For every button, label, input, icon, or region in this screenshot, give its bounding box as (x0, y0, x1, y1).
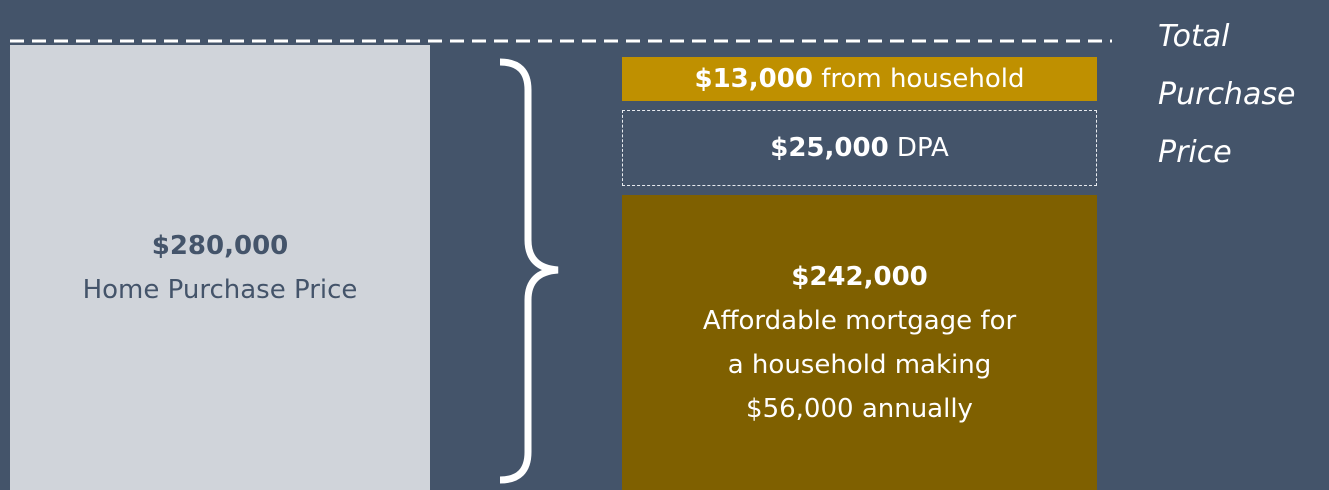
amount: $242,000 (791, 261, 928, 292)
mortgage-block: $242,000 Affordable mortgage for a house… (622, 195, 1097, 490)
side-label-line: Purchase (1158, 77, 1296, 112)
label: from household (821, 64, 1025, 94)
side-label: Total Purchase Price (1158, 8, 1295, 182)
side-label-line: Price (1158, 135, 1232, 170)
label: Affordable mortgage for (702, 305, 1017, 336)
amount: $280,000 (151, 230, 289, 261)
brace (499, 58, 559, 484)
side-label-line: Total (1158, 19, 1230, 54)
label: DPA (896, 133, 949, 163)
household-block: $13,000 from household (622, 57, 1097, 101)
amount: $13,000 (694, 64, 813, 94)
amount: $25,000 (770, 133, 889, 163)
dpa-block: $25,000 DPA (622, 110, 1097, 186)
label: $56,000 annually (746, 393, 973, 424)
home-price-box: $280,000 Home Purchase Price (10, 45, 430, 490)
label: a household making (727, 349, 992, 380)
label: Home Purchase Price (82, 274, 358, 305)
